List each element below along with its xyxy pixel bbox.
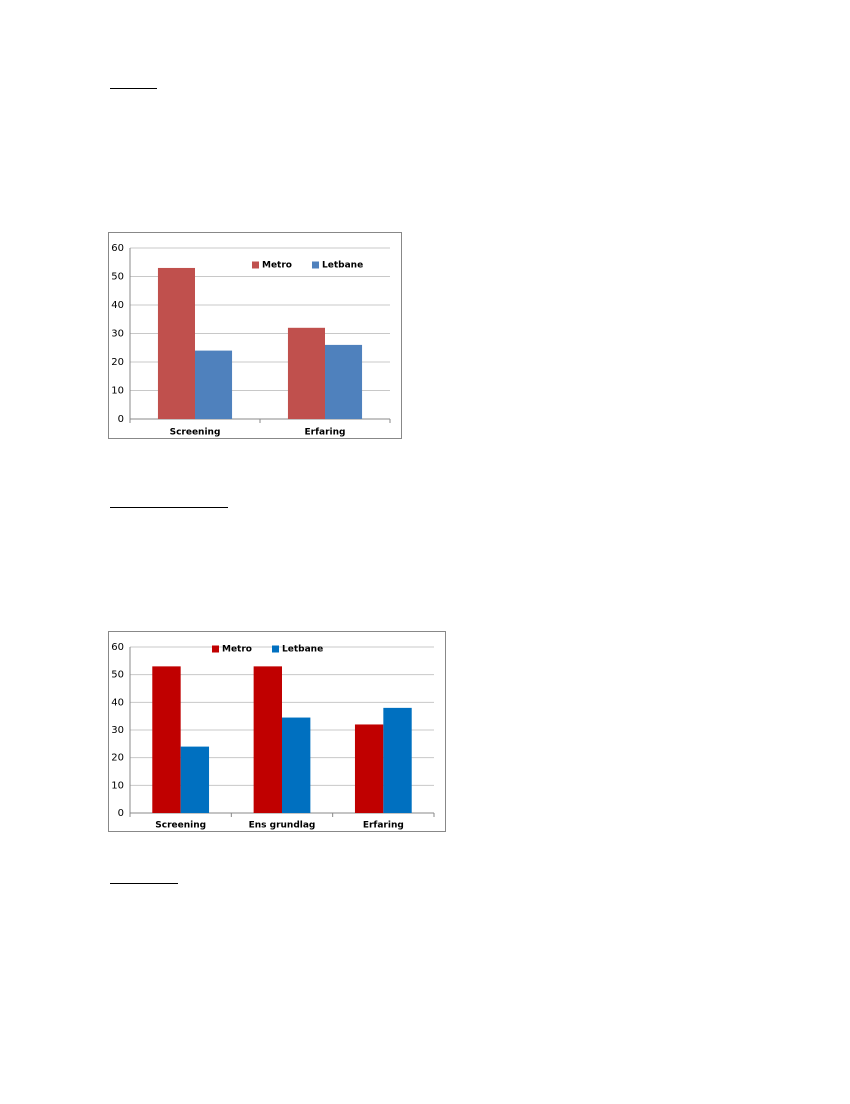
y-tick-label: 10 (111, 780, 124, 791)
x-tick-label: Screening (155, 821, 206, 831)
bar (253, 666, 282, 813)
bar (325, 344, 363, 419)
y-tick-label: 30 (111, 725, 124, 736)
legend-swatch (272, 645, 279, 653)
bar (195, 350, 233, 419)
legend-label: Metro (222, 645, 252, 655)
bar (282, 717, 311, 813)
legend-swatch (252, 261, 259, 269)
bar (383, 707, 412, 813)
legend-label: Metro (262, 261, 292, 271)
x-tick-label: Ens grundlag (249, 821, 316, 831)
x-tick-label: Erfaring (363, 821, 404, 831)
legend-swatch (312, 261, 319, 269)
x-tick-label: Erfaring (305, 428, 346, 438)
y-tick-label: 50 (111, 272, 124, 283)
y-tick-label: 0 (118, 414, 124, 425)
bar (287, 327, 325, 419)
bar (180, 746, 210, 813)
legend-swatch (212, 645, 219, 653)
x-tick-label: Screening (170, 428, 221, 438)
y-tick-label: 20 (111, 357, 124, 368)
y-tick-label: 60 (111, 243, 124, 254)
y-tick-label: 10 (111, 386, 124, 397)
bar (157, 267, 195, 419)
y-tick-label: 50 (111, 670, 124, 681)
y-tick-label: 60 (111, 642, 124, 653)
y-tick-label: 40 (111, 697, 124, 708)
y-tick-label: 20 (111, 753, 124, 764)
legend-label: Letbane (282, 645, 323, 655)
y-tick-label: 30 (111, 329, 124, 340)
bar (152, 666, 181, 813)
y-tick-label: 40 (111, 300, 124, 311)
legend-label: Letbane (322, 261, 363, 271)
bar (354, 724, 384, 813)
y-tick-label: 0 (118, 808, 124, 819)
